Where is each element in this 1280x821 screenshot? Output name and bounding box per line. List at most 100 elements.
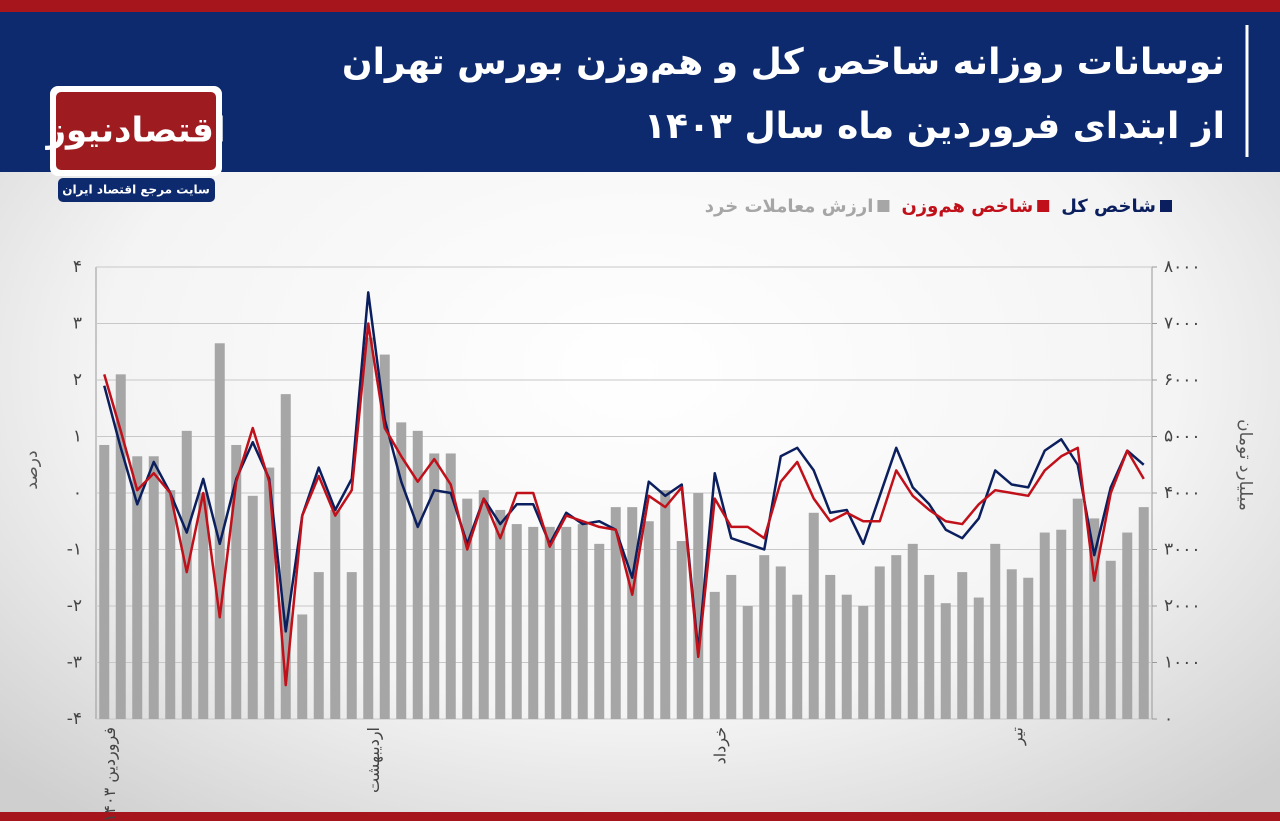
y2-tick-label: ۴۰۰۰ [1164,483,1201,503]
bar [775,566,786,719]
bar [528,526,539,719]
bar [379,354,390,719]
bar [924,574,935,719]
chart-title: نوسانات روزانه شاخص کل و هم‌وزن بورس تهر… [342,42,1225,83]
bar [1072,498,1083,719]
bar [726,574,737,719]
y2-axis-label: میلیارد تومان [1235,419,1255,511]
y2-tick-label: ۲۰۰۰ [1164,596,1201,616]
y2-tick-label: ۶۰۰۰ [1164,370,1201,390]
bar [759,555,770,719]
bar [330,509,341,719]
logo-box [56,92,216,170]
bar [462,498,473,719]
bar [643,521,654,719]
bar [181,430,192,719]
bar [396,422,407,719]
bar [577,524,588,719]
bar [198,493,209,719]
y-tick-label: -۱ [67,540,82,560]
bar [346,572,357,719]
bar [825,574,836,719]
top-stripe [0,0,1280,12]
bar [561,526,572,719]
y-tick-label: ۴ [73,257,82,277]
bar [231,444,242,719]
x-tick-label: فروردین ۱۴۰۳ [100,727,120,821]
bar [907,543,918,719]
bar [693,493,704,719]
bar [165,490,176,719]
legend-swatch [1037,200,1050,212]
y2-tick-label: ۸۰۰۰ [1164,257,1201,277]
legend-swatch [877,200,890,212]
y2-tick-label: ۳۰۰۰ [1164,540,1201,560]
bar [891,555,902,719]
bar [792,594,803,719]
y2-tick-label: ۵۰۰۰ [1164,427,1201,447]
bar [280,394,291,719]
bar [313,572,324,719]
bar [610,507,621,719]
bar [1039,532,1050,719]
line [103,291,1145,653]
bar [841,594,852,719]
y-tick-label: -۳ [67,653,82,673]
bar [660,490,671,719]
bar [1122,532,1133,719]
legend-label: ارزش معاملات خرد [705,196,874,217]
y2-tick-label: ۰ [1164,709,1173,729]
bar [1089,518,1100,719]
bar [1056,529,1067,719]
bar [495,509,506,719]
x-tick-label: تیر [1007,727,1027,746]
bar [709,591,720,719]
bar [957,572,968,719]
logo-tagline-box [58,178,215,202]
y-tick-label: -۴ [67,709,82,729]
bar [858,606,869,719]
line [103,322,1145,687]
bar [808,512,819,719]
bar [132,456,143,719]
legend-label: شاخص هم‌وزن [901,196,1033,217]
bar [1006,569,1017,719]
logo-name: اقتصادنیوز [44,111,225,151]
y2-tick-label: ۱۰۰۰ [1164,653,1201,673]
bar [544,526,555,719]
bar [429,453,440,719]
bar [115,374,126,719]
bar [445,453,456,719]
bar [1023,577,1034,719]
bar [874,566,885,719]
bar [363,337,374,719]
y2-tick-label: ۷۰۰۰ [1164,314,1201,334]
legend-swatch [1160,200,1172,212]
bar [940,603,951,719]
bar [148,456,159,719]
bar [247,495,258,719]
bar [973,597,984,719]
bar [676,541,687,719]
y-tick-label: -۲ [67,596,82,616]
bar [478,490,489,719]
bottom-stripe [0,812,1280,821]
legend-label: شاخص کل [1061,196,1156,217]
x-tick-label: اردیبهشت [364,727,384,793]
chart-subtitle: از ابتدای فروردین ماه سال ۱۴۰۳ [644,106,1225,147]
y-tick-label: ۳ [73,314,82,334]
y-tick-label: ۰ [73,483,82,503]
bar [627,507,638,719]
y-tick-label: ۲ [73,370,82,390]
bar [297,614,308,719]
y-tick-label: ۱ [73,427,82,447]
bar [990,543,1001,719]
bar [264,467,275,719]
bar [594,543,605,719]
bar [511,524,522,719]
bar [412,430,423,719]
bar [99,444,110,719]
bar [742,606,753,719]
